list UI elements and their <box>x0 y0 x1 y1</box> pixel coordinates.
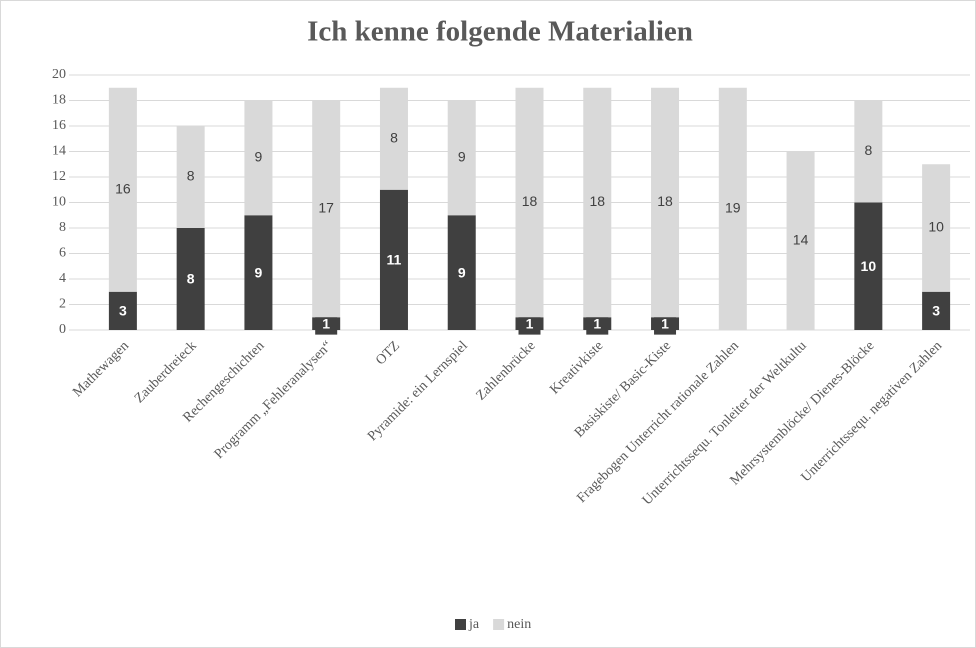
y-tick-label: 18 <box>52 93 66 108</box>
data-label: 1 <box>526 315 534 331</box>
label-box <box>247 261 270 284</box>
y-tick-label: 20 <box>52 67 66 82</box>
y-tick-label: 2 <box>59 297 66 312</box>
y-tick-label: 10 <box>52 195 66 210</box>
data-label: 3 <box>932 303 940 319</box>
y-tick-label: 16 <box>52 118 66 133</box>
data-label: 14 <box>793 231 809 247</box>
y-tick-label: 6 <box>59 246 66 261</box>
data-label: 18 <box>522 193 538 209</box>
bar-segment <box>244 100 273 216</box>
bar-segment <box>922 164 951 292</box>
bar-segment <box>447 100 476 216</box>
bar-segment <box>651 87 680 318</box>
data-label: 9 <box>255 149 263 165</box>
data-label: 8 <box>390 129 398 145</box>
y-tick-label: 0 <box>59 322 66 337</box>
data-label: 9 <box>458 264 466 280</box>
data-label: 10 <box>861 258 877 274</box>
label-box <box>857 255 880 278</box>
data-label: 8 <box>187 271 195 287</box>
legend-label: ja <box>468 617 480 632</box>
label-box <box>925 299 948 322</box>
bar-segment <box>786 151 815 330</box>
bar-segment <box>108 87 137 292</box>
legend-swatch <box>455 619 466 630</box>
data-label: 9 <box>458 149 466 165</box>
label-box <box>111 299 134 322</box>
data-label: 8 <box>187 168 195 184</box>
data-label: 10 <box>928 219 944 235</box>
label-box <box>586 312 609 335</box>
data-label: 1 <box>661 315 669 331</box>
y-tick-label: 12 <box>52 169 66 184</box>
label-box <box>179 268 202 290</box>
data-label: 19 <box>725 200 741 216</box>
bar-segment <box>854 100 883 203</box>
data-label: 16 <box>115 180 131 196</box>
legend-swatch <box>493 619 505 630</box>
data-label: 17 <box>318 200 334 216</box>
bar-segment <box>718 87 747 330</box>
bar-segment <box>515 87 544 318</box>
label-box <box>518 312 541 335</box>
data-label: 1 <box>593 315 601 331</box>
bar-segment <box>379 87 408 190</box>
bar-segment <box>312 100 341 318</box>
chart-title: Ich kenne folgende Materialien <box>307 16 693 48</box>
data-label: 1 <box>322 315 330 331</box>
data-label: 11 <box>387 252 402 268</box>
data-label: 9 <box>255 264 263 280</box>
data-label: 18 <box>589 193 605 209</box>
bar-segment <box>583 87 612 318</box>
label-box <box>315 312 338 335</box>
label-box <box>450 261 473 284</box>
y-tick-label: 4 <box>59 271 66 286</box>
y-tick-label: 14 <box>52 144 66 159</box>
data-label: 3 <box>119 303 127 319</box>
label-box <box>382 248 405 271</box>
bar-segment <box>176 126 205 228</box>
data-label: 18 <box>657 193 673 209</box>
y-tick-label: 8 <box>59 220 66 235</box>
data-label: 8 <box>864 142 872 158</box>
label-box <box>654 312 677 335</box>
legend-label: nein <box>507 617 531 632</box>
